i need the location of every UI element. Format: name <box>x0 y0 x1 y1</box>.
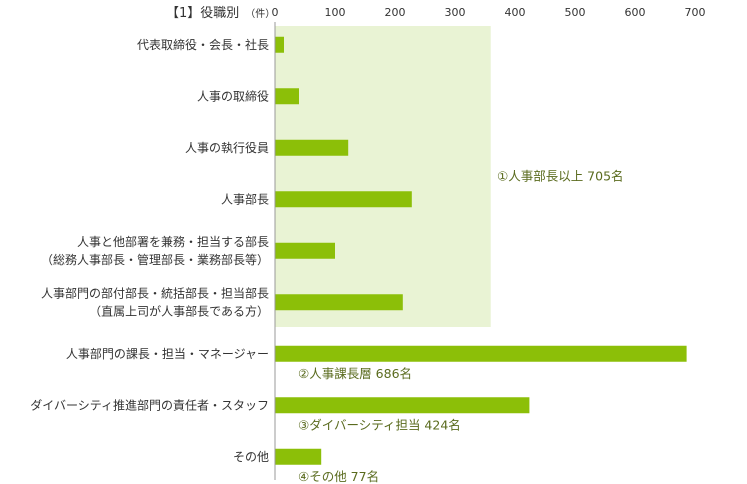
chart-title-group: 【1】役職別 （件） <box>166 2 275 21</box>
category-label: 人事の取締役 <box>197 88 269 103</box>
x-tick-label: 200 <box>385 6 406 19</box>
group-label: ①人事部長以上 705名 <box>497 169 624 184</box>
category-label: （直属上司が人事部長である方） <box>89 303 269 318</box>
group-background <box>275 26 491 327</box>
category-label: 人事部長 <box>221 191 269 206</box>
bar <box>275 242 335 259</box>
chart-title: 【1】役職別 <box>166 6 240 21</box>
bar <box>275 88 299 105</box>
category-label: その他 <box>233 450 269 464</box>
x-tick-label: 500 <box>565 6 586 19</box>
x-tick-label: 300 <box>445 6 466 19</box>
chart-unit: （件） <box>245 9 276 20</box>
x-tick-label: 0 <box>272 6 279 19</box>
x-tick-label: 100 <box>325 6 346 19</box>
category-label: 人事部門の課長・担当・マネージャー <box>66 346 269 361</box>
bar <box>275 448 322 465</box>
category-label: （総務人事部長・管理部長・業務部長等） <box>41 252 269 267</box>
category-label: ダイバーシティ推進部門の責任者・スタッフ <box>30 397 269 412</box>
x-tick-label: 700 <box>685 6 706 19</box>
x-tick-label: 400 <box>505 6 526 19</box>
bar <box>275 397 530 414</box>
category-label: 人事の執行役員 <box>185 140 269 155</box>
group-label: ④その他 77名 <box>298 469 379 484</box>
category-label: 代表取締役・会長・社長 <box>137 37 269 52</box>
bar <box>275 139 349 156</box>
category-label: 人事部門の部付部長・統括部長・担当部長 <box>41 285 269 300</box>
bar <box>275 191 412 208</box>
group-label: ②人事課長層 686名 <box>298 366 412 381</box>
bar <box>275 36 284 53</box>
x-tick-label: 600 <box>625 6 646 19</box>
bar <box>275 345 687 362</box>
category-label: 人事と他部署を兼務・担当する部長 <box>77 234 269 249</box>
group-label: ③ダイバーシティ担当 424名 <box>298 417 461 432</box>
bar <box>275 294 403 311</box>
